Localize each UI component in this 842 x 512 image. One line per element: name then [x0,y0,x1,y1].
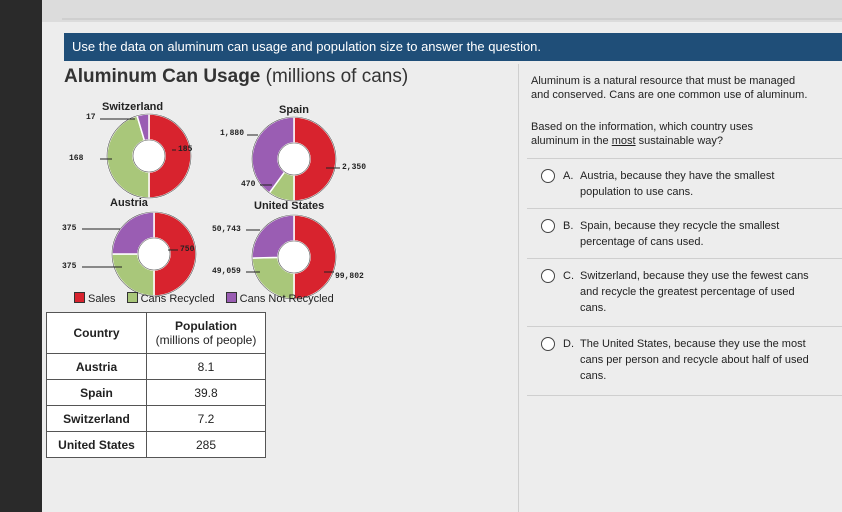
chart-heading-units: (millions of cans) [265,66,409,87]
chart-heading-bold: Aluminum Can Usage [64,66,261,87]
answer-option-text: A. Austria, because they have the smalles… [563,168,833,200]
legend-item-recycled: Cans Recycled [126,292,215,305]
radio-button-b[interactable] [541,219,555,233]
question-prompt-line: aluminum in the most sustainable way? [531,134,753,148]
legend-label-not-recycled: Cans Not Recycled [239,293,334,305]
table-row: Switzerland 7.2 [46,405,266,432]
table-header-country: Country [46,312,147,354]
legend-swatch-not-recycled [225,292,237,303]
option-line: cans. [580,370,607,382]
donut-hole [277,240,311,274]
question-intro-line: and conserved. Cans are one common use o… [531,89,808,101]
table-header-population-units: (millions of people) [155,333,257,347]
donut-united-states [251,214,337,300]
donut-outline [111,211,197,297]
table-cell-population: 8.1 [146,353,266,380]
value-at-not-recycled: 375 [62,224,77,233]
answer-option-text: C. Switzerland, because they use the fewe… [563,268,833,316]
chart-heading: Aluminum Can Usage (millions of cans) [64,66,408,88]
top-strip [42,0,842,22]
option-line: and recycle the greatest percentage of u… [580,286,795,298]
question-intro-line: Aluminum is a natural resource that must… [531,75,796,87]
donut-outline [251,214,337,300]
answer-option-c[interactable]: C. Switzerland, because they use the fewe… [527,258,842,327]
question-prompt-line: Based on the information, which country … [531,121,753,133]
answer-option-b[interactable]: B. Spain, because they recycle the smalle… [527,208,842,259]
donut-hole [137,237,171,271]
value-at-sales: 750 [180,245,195,254]
donut-switzerland [106,113,192,199]
legend-swatch-recycled [126,292,138,303]
value-ch-not-recycled: 17 [86,113,96,122]
answer-option-text: B. Spain, because they recycle the smalle… [563,218,833,250]
question-prompt-pre: aluminum in the [531,135,609,147]
answer-option-text: D. The United States, because they use th… [563,336,833,384]
radio-button-d[interactable] [541,337,555,351]
table-cell-population: 7.2 [146,405,266,432]
value-es-not-recycled: 1,880 [220,129,245,138]
table-row: United States 285 [46,431,266,458]
option-line: Switzerland, because they use the fewest… [580,270,809,282]
table-header-population-title: Population [175,319,237,333]
value-at-recycled: 375 [62,262,77,271]
donut-spain [251,116,337,202]
table-header-row: Country Population (millions of people) [46,312,266,354]
value-ch-sales: 185 [178,145,193,154]
chart-legend: Sales Cans Recycled Cans Not Recycled [74,292,342,305]
legend-label-sales: Sales [88,293,116,305]
legend-swatch-sales [74,292,85,303]
table-header-population: Population (millions of people) [146,312,266,354]
column-divider [518,64,519,512]
instruction-banner: Use the data on aluminum can usage and p… [64,33,842,61]
table-cell-country: United States [46,431,147,458]
value-us-sales: 99,802 [335,272,364,281]
radio-button-c[interactable] [541,269,555,283]
value-ch-recycled: 168 [69,154,84,163]
value-es-sales: 2,350 [342,163,367,172]
legend-label-recycled: Cans Recycled [140,293,215,305]
option-letter: B. [563,220,574,232]
option-line: Austria, because they have the smallest [580,170,775,182]
chart-title-switzerland: Switzerland [102,101,164,113]
option-line: The United States, because they use the … [580,338,806,350]
option-letter: D. [563,338,574,350]
table-cell-population: 285 [146,431,266,458]
chart-title-austria: Austria [110,197,148,209]
option-line: cans per person and recycle about half o… [580,354,809,366]
option-line: Spain, because they recycle the smallest [580,220,780,232]
donut-hole [277,142,311,176]
table-row: Spain 39.8 [46,379,266,406]
value-us-recycled: 49,059 [212,267,241,276]
value-es-recycled: 470 [241,180,256,189]
donut-austria [111,211,197,297]
population-table: Country Population (millions of people) … [46,312,266,458]
question-prompt-emphasis: most [611,135,636,147]
question-prompt: Based on the information, which country … [531,120,753,148]
donut-hole [132,139,166,173]
option-letter: A. [563,170,574,182]
option-line: population to use cans. [580,186,694,198]
table-row: Austria 8.1 [46,353,266,380]
screen: Use the data on aluminum can usage and p… [42,0,842,512]
radio-button-a[interactable] [541,169,555,183]
option-line: cans. [580,302,607,314]
top-divider [62,18,842,20]
option-letter: C. [563,270,574,282]
legend-item-sales: Sales [74,292,116,305]
answer-option-a[interactable]: A. Austria, because they have the smalles… [527,158,842,209]
legend-item-not-recycled: Cans Not Recycled [225,292,334,305]
donut-outline [106,113,192,199]
question-prompt-post: sustainable way? [638,135,724,147]
answer-option-d[interactable]: D. The United States, because they use th… [527,326,842,396]
table-cell-population: 39.8 [146,379,266,406]
value-us-not-recycled: 50,743 [212,225,241,234]
chart-title-spain: Spain [279,104,309,116]
table-cell-country: Switzerland [46,405,147,432]
table-cell-country: Spain [46,379,147,406]
option-line: percentage of cans used. [580,236,704,248]
chart-title-united-states: United States [254,200,325,212]
table-cell-country: Austria [46,353,147,380]
question-intro: Aluminum is a natural resource that must… [531,74,807,102]
donut-outline [251,116,337,202]
